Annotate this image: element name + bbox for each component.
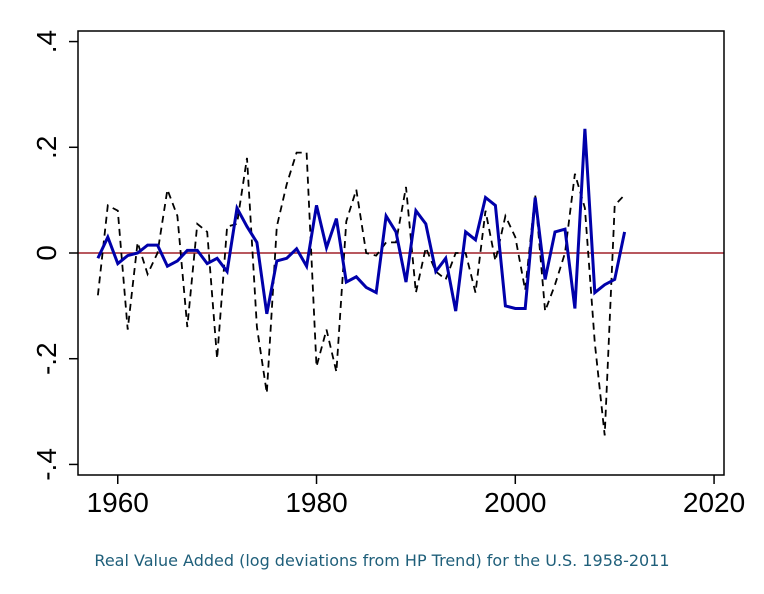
- y-axis: -.4 -.2 0 .2 .4: [31, 30, 78, 481]
- y-tick-label: -.4: [31, 448, 62, 481]
- x-axis: 1960 1980 2000 2020: [87, 475, 745, 518]
- chart-caption: Real Value Added (log deviations from HP…: [94, 551, 670, 570]
- series-lines: [96, 128, 627, 436]
- y-tick-label: -.2: [31, 342, 62, 375]
- x-tick-label: 2000: [484, 487, 546, 518]
- series-line-solid: [96, 128, 627, 315]
- y-tick-label: .4: [31, 30, 62, 53]
- line-chart: 1960 1980 2000 2020 -.4 -.2 0 .2 .4: [31, 30, 745, 518]
- x-tick-label: 1960: [87, 487, 149, 518]
- y-tick-label: .2: [31, 136, 62, 159]
- series-line-dashed: [97, 151, 626, 436]
- x-tick-label: 2020: [683, 487, 745, 518]
- x-tick-label: 1980: [285, 487, 347, 518]
- y-tick-label: 0: [31, 245, 62, 261]
